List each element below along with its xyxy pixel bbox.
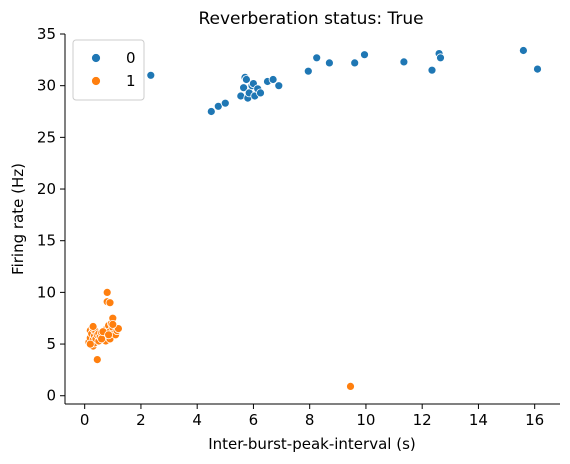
data-point [220, 98, 230, 108]
legend: 01 [72, 39, 145, 101]
y-tick-label: 20 [37, 180, 56, 198]
data-point [399, 57, 409, 67]
x-axis-label: Inter-burst-peak-interval (s) [208, 435, 415, 453]
legend-marker [91, 53, 101, 63]
data-point [303, 66, 313, 76]
series-1 [84, 287, 355, 391]
data-points [84, 46, 542, 391]
y-axis-label: Firing rate (Hz) [9, 163, 27, 275]
data-point [427, 65, 437, 75]
x-tick-label: 10 [356, 411, 375, 429]
data-point [519, 46, 528, 55]
x-tick-label: 8 [305, 411, 315, 429]
x-tick-label: 2 [136, 411, 146, 429]
data-point [102, 287, 112, 297]
y-tick-label: 5 [46, 335, 56, 353]
y-tick-label: 30 [37, 77, 56, 95]
data-point [268, 75, 278, 84]
data-point [104, 330, 113, 340]
y-tick-label: 25 [37, 128, 56, 146]
x-tick-label: 16 [525, 411, 544, 429]
y-tick-label: 35 [37, 25, 56, 43]
data-point [312, 53, 322, 63]
data-point [324, 58, 334, 68]
x-tick-label: 4 [192, 411, 202, 429]
legend-box [72, 39, 145, 101]
data-point [346, 381, 355, 391]
data-point [274, 81, 284, 91]
data-point [360, 50, 369, 60]
data-point [108, 319, 118, 329]
x-tick-label: 14 [469, 411, 488, 429]
chart-title: Reverberation status: True [198, 9, 423, 29]
y-tick-label: 10 [37, 283, 56, 301]
x-tick-label: 6 [249, 411, 259, 429]
data-point [92, 355, 102, 365]
data-point [533, 64, 542, 74]
data-point [206, 107, 216, 116]
y-tick-label: 15 [37, 232, 56, 250]
legend-marker [91, 76, 101, 86]
data-point [88, 322, 98, 331]
data-point [85, 339, 95, 349]
series-0 [146, 46, 542, 116]
legend-label: 0 [126, 49, 136, 67]
x-tick-label: 12 [413, 411, 432, 429]
y-tick-label: 0 [46, 387, 56, 405]
data-point [239, 83, 249, 93]
data-point [105, 298, 115, 308]
x-tick-label: 0 [80, 411, 90, 429]
data-point [146, 70, 156, 80]
data-point [256, 88, 265, 98]
data-point [350, 58, 360, 68]
data-point [241, 75, 251, 84]
legend-label: 1 [126, 72, 136, 90]
data-point [436, 53, 445, 63]
